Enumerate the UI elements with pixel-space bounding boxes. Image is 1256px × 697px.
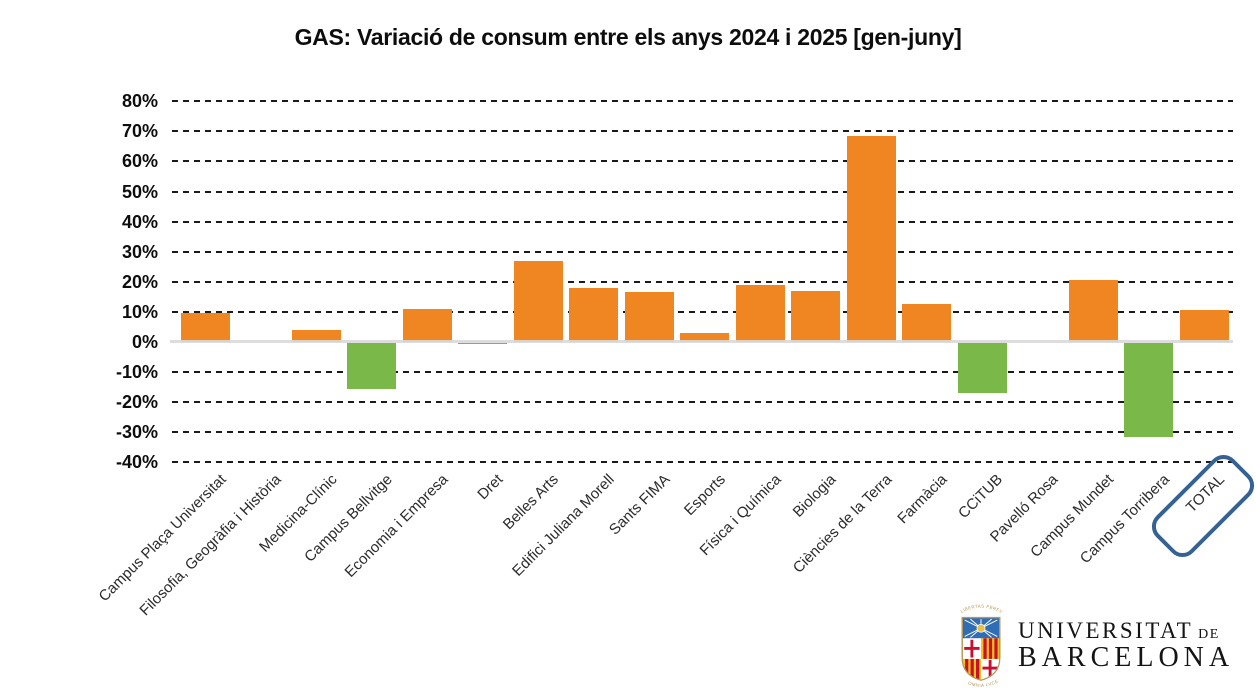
bar-campus-torribera (1124, 343, 1174, 437)
gridline-20 (172, 280, 1233, 283)
y-axis-tick-label: 50% (121, 181, 158, 202)
bar-economia-i-empresa (402, 308, 452, 342)
gridline-10 (172, 310, 1233, 313)
bar-campus-pla-a-universitat (180, 313, 230, 342)
x-axis-baseline (170, 340, 1233, 343)
bar-farm-cia (902, 304, 952, 342)
x-axis-category-label-economia-i-empresa: Economia i Empresa (341, 471, 452, 581)
gridline-70 (172, 130, 1233, 133)
y-axis-tick-label: 40% (121, 211, 158, 232)
chart-title: GAS: Variació de consum entre els anys 2… (294, 24, 962, 50)
ub-logo-line1: UNIVERSITAT DE (1018, 618, 1220, 644)
x-axis-category-label-esports: Esports (680, 471, 729, 519)
bar-sants-fima (624, 292, 674, 342)
x-axis-category-label-dret: Dret (474, 471, 507, 504)
crest-motto-bottom: OMNIA LVCE (967, 678, 999, 687)
ub-logo: LIBERTAS PERFVNDET OMNIA LVCE (952, 598, 1234, 694)
bar-campus-bellvitge (347, 343, 397, 389)
bar-ccitub (957, 343, 1007, 394)
bar-edifici-juliana-morell (569, 287, 619, 342)
ub-logo-text: UNIVERSITAT DE BARCELONA (1018, 619, 1234, 673)
gridline-40 (172, 220, 1233, 223)
y-axis-tick-label: -40% (115, 452, 158, 473)
bar-esports (680, 332, 730, 342)
bar-total (1179, 310, 1229, 342)
bar-medicina-cl-nic (291, 329, 341, 342)
y-axis-tick-label: 30% (121, 241, 158, 262)
gridline--30 (172, 431, 1233, 434)
gridline--40 (172, 461, 1233, 464)
x-axis-category-label-ccitub: CCiTUB (955, 471, 1007, 522)
y-axis-tick-label: 0% (131, 332, 158, 352)
y-axis-tick-label: 80% (121, 91, 158, 112)
y-axis-tick-label: -30% (115, 422, 158, 443)
crest-fields (962, 618, 1000, 680)
gridline-60 (172, 160, 1233, 163)
gridline-30 (172, 250, 1233, 253)
ub-logo-line2: BARCELONA (1018, 642, 1235, 674)
y-axis-tick-label: 20% (121, 271, 158, 292)
bar-dret (458, 343, 508, 344)
x-axis-category-label-ci-ncies-de-la-terra: Ciències de la Terra (789, 471, 896, 577)
x-axis-category-label-biologia: Biologia (789, 471, 840, 521)
y-axis-tick-label: 10% (121, 301, 158, 322)
x-axis-category-label-farm-cia: Farmàcia (894, 471, 951, 528)
bar-belles-arts (513, 260, 563, 342)
y-axis-tick-label: -10% (115, 362, 158, 383)
y-axis-tick-label: -20% (115, 392, 158, 413)
bar-ci-ncies-de-la-terra (846, 135, 896, 342)
bar-campus-mundet (1068, 280, 1118, 342)
x-axis-category-label-edifici-juliana-morell: Edifici Juliana Morell (509, 471, 618, 580)
gridline-80 (172, 100, 1233, 103)
bar-biologia (791, 290, 841, 342)
gridline--10 (172, 371, 1233, 374)
y-axis-tick-label: 70% (121, 121, 158, 142)
y-axis-tick-label: 60% (121, 151, 158, 172)
gridline--20 (172, 401, 1233, 404)
bar-f-sica-i-qu-mica (735, 284, 785, 342)
crest-motto-top: LIBERTAS PERFVNDET (952, 598, 1004, 614)
ub-crest-icon: LIBERTAS PERFVNDET OMNIA LVCE (952, 598, 1004, 688)
gridline-50 (172, 190, 1233, 193)
